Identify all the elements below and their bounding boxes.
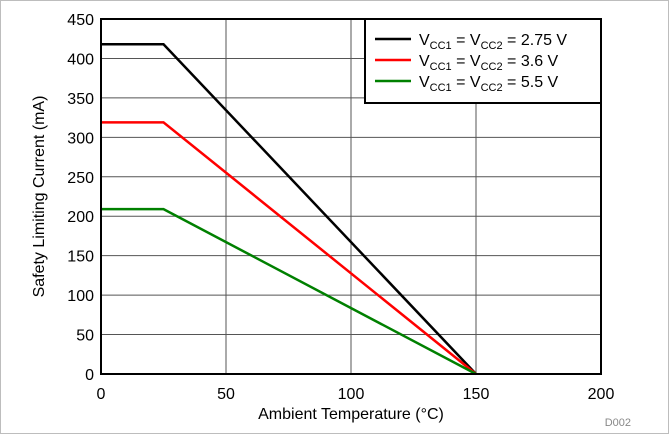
- y-tick-label: 250: [67, 170, 94, 187]
- series-line-2: [101, 121, 477, 375]
- series-line-3: [101, 207, 477, 376]
- y-tick-label: 150: [67, 249, 94, 266]
- x-tick-label: 150: [463, 386, 490, 403]
- y-axis-label: Safety Limiting Current (mA): [31, 96, 48, 298]
- y-tick-label: 400: [67, 51, 94, 68]
- x-tick-label: 200: [588, 386, 615, 403]
- legend-label-2: VCC1 = VCC2 = 3.6 V: [419, 53, 559, 73]
- series-line-1: [101, 42, 477, 375]
- x-tick-label: 0: [97, 386, 106, 403]
- series-lines: [101, 42, 477, 376]
- y-tick-label: 350: [67, 91, 94, 108]
- plot-area-border: [100, 18, 602, 375]
- legend-label-1: VCC1 = VCC2 = 2.75 V: [419, 32, 567, 52]
- tick-labels: 0 50 100 150 200 0 50 100 150 200 250 300 350 400 450: [67, 12, 614, 403]
- y-tick-label: 450: [67, 12, 94, 29]
- x-axis-label: Ambient Temperature (°C): [258, 406, 444, 423]
- legend-label-3: VCC1 = VCC2 = 5.5 V: [419, 74, 559, 94]
- y-tick-label: 200: [67, 209, 94, 226]
- x-tick-label: 50: [217, 386, 235, 403]
- y-tick-label: 0: [85, 367, 94, 384]
- y-tick-label: 50: [76, 328, 94, 345]
- y-tick-label: 300: [67, 130, 94, 147]
- y-tick-label: 100: [67, 288, 94, 305]
- x-tick-label: 100: [338, 386, 365, 403]
- figure-id: D002: [605, 417, 631, 429]
